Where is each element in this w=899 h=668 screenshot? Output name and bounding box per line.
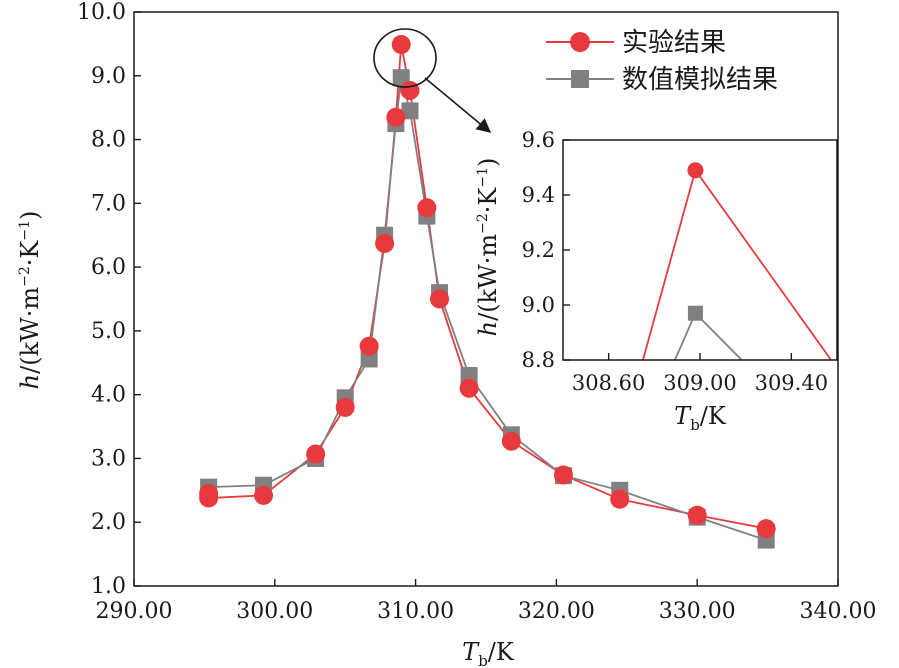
inset-point-1-2 (830, 449, 845, 464)
main-y-tick-label: 9.0 (91, 64, 126, 89)
main-y-tick-label: 10.0 (77, 0, 126, 25)
main-point-0-3 (306, 444, 326, 464)
legend-marker-square (571, 70, 589, 88)
inset-y-title-unit-a: /(kW·m (474, 234, 502, 321)
inset-x-title-var: T (674, 402, 692, 430)
legend-label-simulation: 数值模拟结果 (622, 65, 778, 95)
main-point-0-11 (430, 289, 450, 309)
main-axes: 290.00 300.00 310.00 320.00 330.00 340.00 1.0 2… (77, 0, 876, 624)
main-point-0-12 (459, 378, 479, 398)
main-y-axis-title: h/(kW·m−2·K−1) (16, 211, 44, 390)
main-y-tick-label: 7.0 (91, 191, 126, 216)
main-y-tick-label: 2.0 (91, 510, 126, 535)
inset-x-title-unit: /K (700, 402, 727, 430)
main-series (199, 35, 776, 549)
main-y-tick-label: 5.0 (91, 319, 126, 344)
main-point-0-2 (254, 485, 274, 505)
inset-x-tick-label: 309.00 (663, 371, 736, 395)
main-y-title-var: h (16, 374, 44, 389)
main-point-0-15 (610, 489, 630, 509)
main-y-title-sup2: −1 (17, 220, 33, 241)
legend-label-experiment: 实验结果 (622, 28, 726, 58)
inset-y-tick-label: 9.6 (522, 128, 555, 152)
main-y-tick-label: 4.0 (91, 383, 126, 408)
zoom-arrow (424, 77, 492, 133)
main-y-tick-label: 8.0 (91, 128, 126, 153)
main-x-tick-label: 300.00 (236, 599, 313, 624)
main-point-1-11 (460, 367, 478, 385)
legend: 实验结果 数值模拟结果 (546, 28, 778, 95)
inset-x-axis-title: Tb/K (674, 402, 727, 434)
main-point-0-8 (391, 35, 411, 55)
inset-y-tick-label: 9.0 (522, 293, 555, 317)
inset-series (641, 162, 845, 464)
inset-y-title-sup2: −1 (475, 167, 491, 188)
main-point-1-4 (360, 350, 378, 368)
main-x-tick-label: 320.00 (518, 599, 595, 624)
main-y-tick-label: 6.0 (91, 255, 126, 280)
main-point-1-8 (401, 102, 419, 120)
main-y-tick-label: 3.0 (91, 446, 126, 471)
inset-y-title-close: ) (474, 158, 502, 167)
inset-x-tick-label: 309.40 (755, 371, 828, 395)
legend-marker-circle (570, 32, 590, 52)
main-plot-frame (133, 11, 839, 587)
inset-point-1-1 (687, 305, 703, 321)
main-point-0-16 (687, 505, 707, 525)
main-x-tick-label: 330.00 (659, 599, 736, 624)
legend-entry-experiment: 实验结果 (546, 28, 726, 58)
inset-y-tick-label: 9.4 (522, 183, 555, 207)
main-y-tick-label: 1.0 (91, 574, 126, 599)
main-x-title-var: T (462, 638, 480, 666)
main-point-0-5 (359, 336, 379, 356)
inset-y-title-unit-b: ·K (474, 187, 502, 214)
inset-y-title-var: h (474, 321, 502, 336)
main-x-tick-label: 290.00 (96, 599, 173, 624)
inset-point-0-2 (829, 360, 845, 376)
inset-y-title-sup1: −2 (475, 213, 491, 234)
main-point-0-14 (553, 465, 573, 485)
main-point-0-1 (199, 488, 219, 508)
main-x-title-unit: /K (488, 638, 515, 666)
inset-x-tick-label: 308.60 (572, 371, 645, 395)
main-point-0-13 (501, 431, 521, 451)
main-point-0-9 (400, 80, 420, 100)
inset-point-0-1 (687, 162, 704, 179)
inset-y-tick-label: 9.2 (522, 238, 555, 262)
inset-y-axis-title: h/(kW·m−2·K−1) (474, 158, 502, 337)
main-point-0-17 (756, 519, 776, 539)
main-y-title-unit-b: ·K (16, 240, 44, 267)
main-y-title-close: ) (16, 211, 44, 220)
inset-x-title-sub: b (690, 416, 700, 434)
main-y-title-unit-a: /(kW·m (16, 287, 44, 374)
main-point-0-10 (417, 198, 437, 218)
inset-y-tick-label: 8.8 (522, 348, 555, 372)
main-point-0-4 (335, 397, 355, 417)
main-x-title-sub: b (478, 652, 488, 668)
main-point-0-6 (375, 234, 395, 254)
main-x-tick-label: 340.00 (800, 599, 877, 624)
zoom-ellipse (373, 28, 437, 88)
main-point-1-7 (392, 69, 410, 87)
main-point-0-7 (386, 107, 406, 127)
main-x-axis-title: Tb/K (462, 638, 515, 668)
main-y-title-sup1: −2 (17, 266, 33, 287)
inset-axes: 308.60 309.00 309.40 8.8 9.0 9.2 9.4 9.6 (522, 128, 838, 395)
main-x-tick-label: 310.00 (377, 599, 454, 624)
legend-entry-simulation: 数值模拟结果 (546, 65, 778, 95)
